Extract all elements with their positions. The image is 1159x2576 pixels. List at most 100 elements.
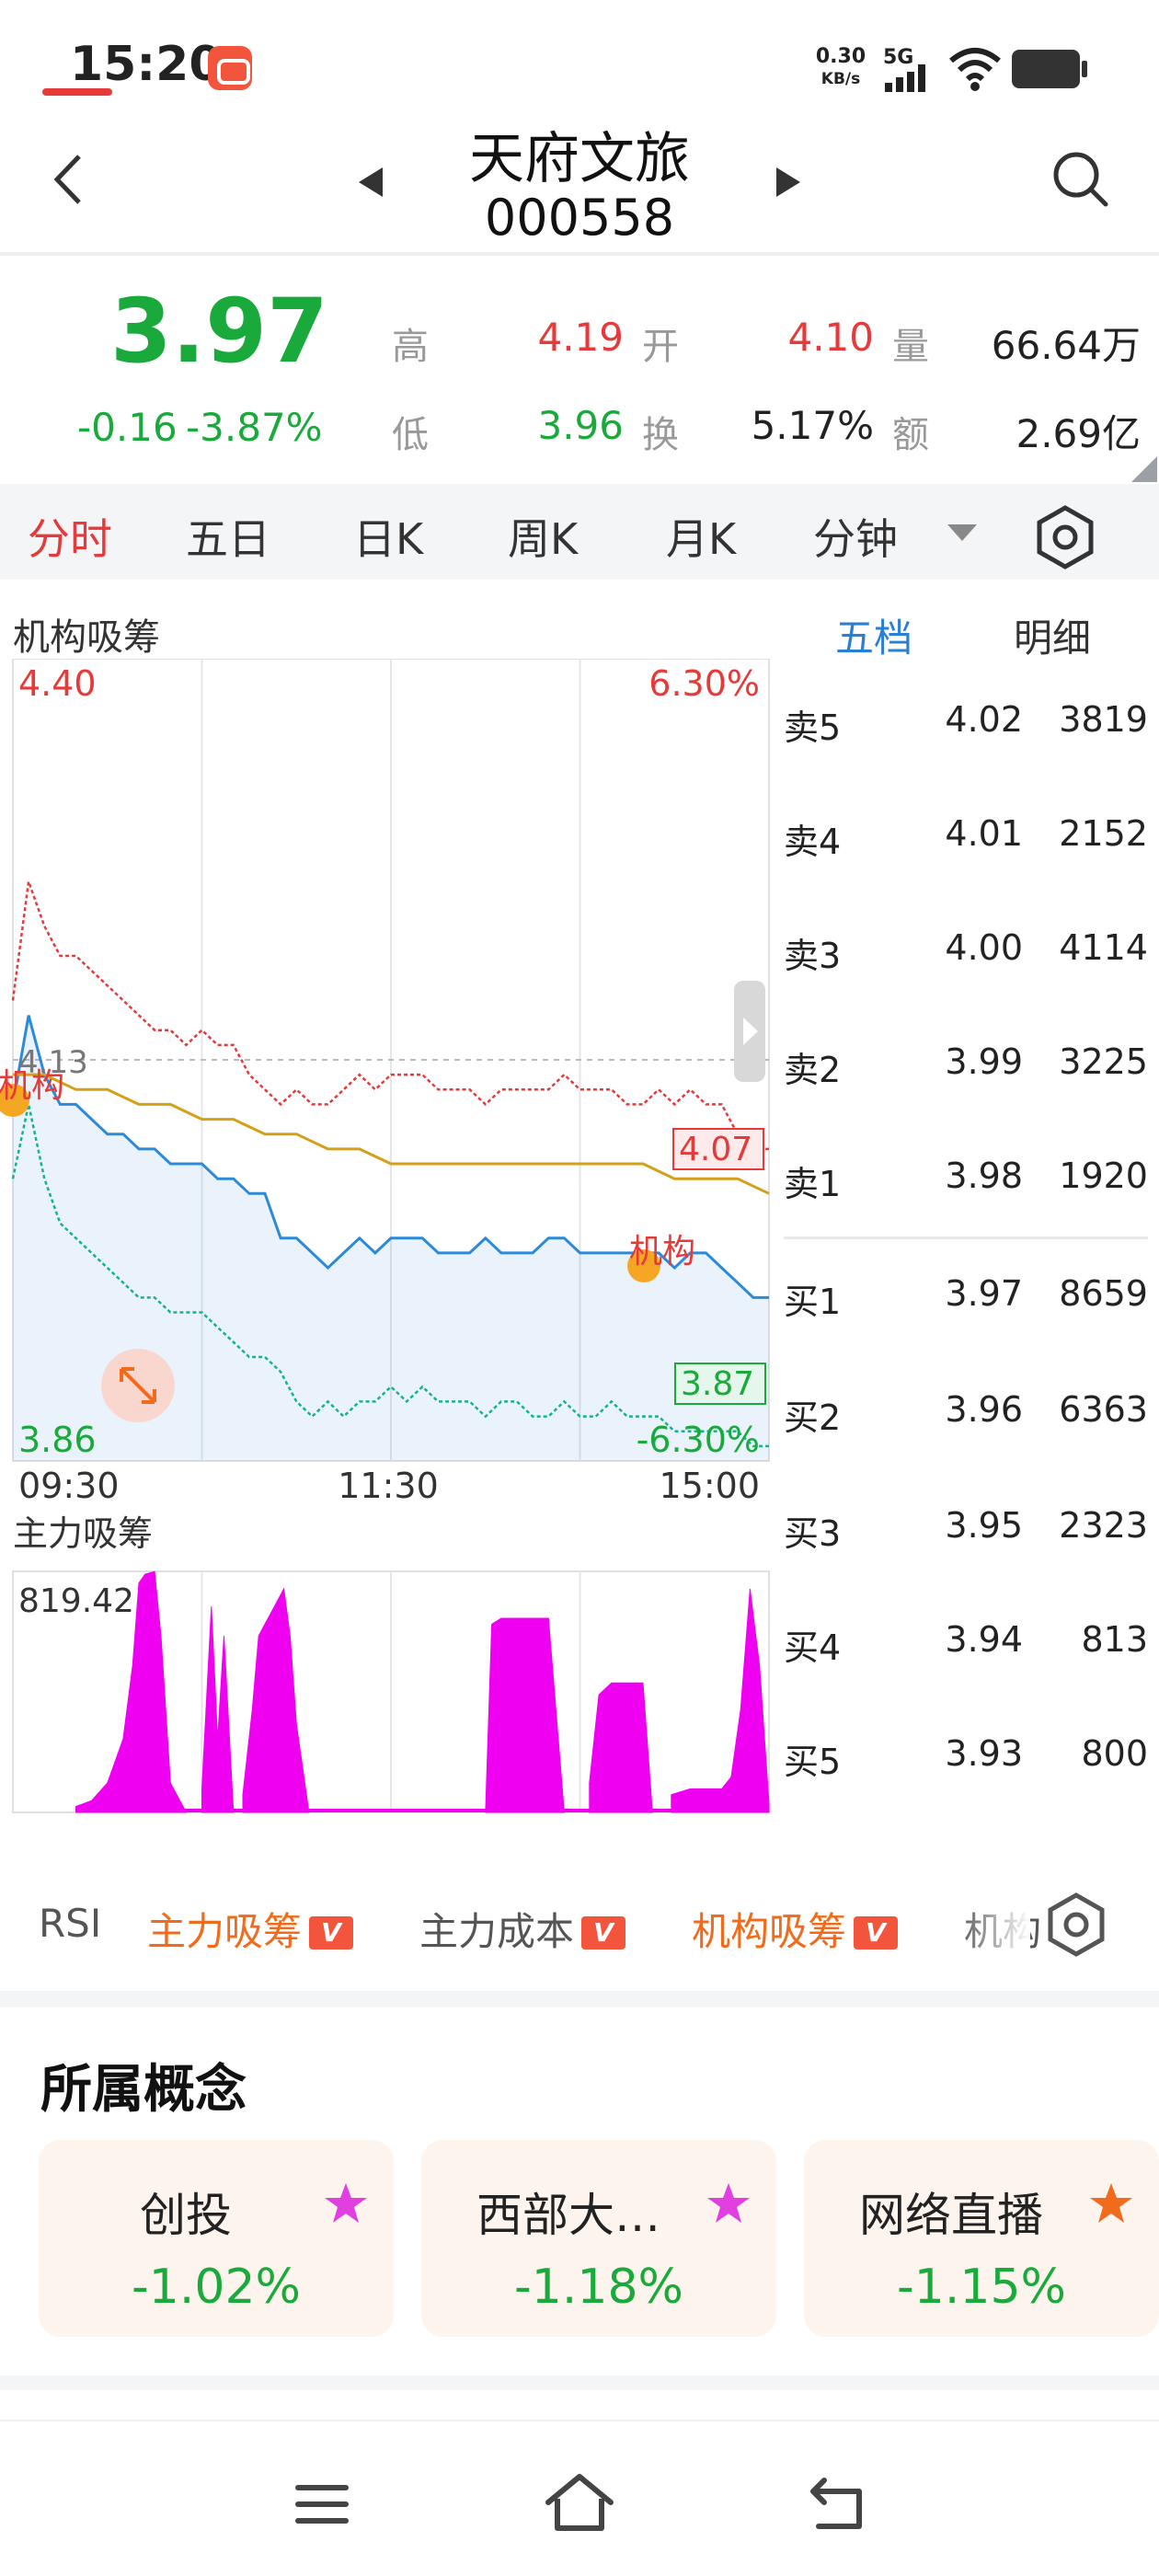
tab-order-book[interactable]: 五档 <box>835 615 913 661</box>
signal-icon <box>885 64 925 92</box>
back-icon[interactable] <box>44 147 99 212</box>
concept-card[interactable]: 创投 -1.02% <box>39 2140 394 2337</box>
bid-volume: 800 <box>1081 1733 1148 1774</box>
star-icon[interactable] <box>1087 2180 1135 2228</box>
concept-card[interactable]: 网络直播 -1.15% <box>804 2140 1159 2337</box>
concept-name: 创投 <box>140 2189 232 2242</box>
ask-price: 3.98 <box>945 1156 1023 1196</box>
tab-trade-detail[interactable]: 明细 <box>1014 615 1092 661</box>
y-tick-label: 4.40 <box>18 663 97 704</box>
indicator-tab-main-accum[interactable]: 主力吸筹 V <box>147 1901 354 1957</box>
tab-daily-k[interactable]: 日K <box>353 514 424 564</box>
star-icon[interactable] <box>705 2180 752 2228</box>
upper-band-value-box <box>672 1128 764 1170</box>
tab-weekly-k[interactable]: 周K <box>508 514 579 564</box>
dropdown-icon[interactable] <box>947 524 977 541</box>
star-icon[interactable] <box>322 2180 370 2228</box>
indicator-tab-inst-accum[interactable]: 机构吸筹 V <box>692 1901 899 1957</box>
bid-label: 买3 <box>784 1513 842 1554</box>
indicator-tab-label: RSI <box>39 1901 102 1946</box>
x-tick-label: 15:00 <box>659 1466 760 1506</box>
high-value: 4.19 <box>537 315 624 360</box>
stock-name: 天府文旅 <box>469 127 690 191</box>
average-price-line <box>13 1073 770 1195</box>
system-nav-bar <box>0 2420 1159 2576</box>
menu-icon[interactable] <box>293 2475 351 2534</box>
ask-price: 3.99 <box>945 1041 1023 1082</box>
home-icon[interactable] <box>543 2471 616 2536</box>
concept-change: -1.02% <box>132 2260 301 2315</box>
search-icon[interactable] <box>1049 147 1113 212</box>
upper-band-line <box>11 880 769 1151</box>
indicator-settings-icon[interactable] <box>1043 1892 1109 1958</box>
bid-volume: 2323 <box>1059 1505 1148 1546</box>
ask-row[interactable]: 卖3 4.00 4114 <box>784 927 1152 983</box>
ask-volume: 4114 <box>1059 927 1148 968</box>
ask-row[interactable]: 卖2 3.99 3225 <box>784 1041 1152 1097</box>
bid-row[interactable]: 买5 3.93 800 <box>784 1733 1152 1788</box>
ask-volume: 2152 <box>1059 813 1148 854</box>
indicator-tab-main-cost[interactable]: 主力成本 V <box>419 1901 626 1957</box>
x-tick-label: 11:30 <box>338 1466 439 1506</box>
indicator-tab-label: 主力成本 <box>419 1909 575 1954</box>
ask-price: 4.01 <box>945 813 1023 854</box>
y-tick-label: 6.30% <box>648 663 760 704</box>
tab-monthly-k[interactable]: 月K <box>666 514 737 564</box>
app-notification-icon <box>208 46 252 90</box>
bid-volume: 6363 <box>1059 1389 1148 1430</box>
y-tick-label: -6.30% <box>637 1420 760 1460</box>
indicator-tab-rsi[interactable]: RSI <box>39 1901 101 1946</box>
ask-row[interactable]: 卖5 4.02 3819 <box>784 699 1152 754</box>
open-value: 4.10 <box>787 315 874 360</box>
network-speed: 0.30 KB/s <box>813 46 868 90</box>
section-divider <box>0 2375 1159 2390</box>
status-time: 15:20 <box>70 37 223 92</box>
ask-volume: 3225 <box>1059 1041 1148 1082</box>
stock-code: 000558 <box>484 189 675 247</box>
concept-card[interactable]: 西部大… -1.18% <box>421 2140 776 2337</box>
y-tick-label: 4.13 <box>18 1044 88 1081</box>
expand-corner-icon[interactable] <box>1131 456 1157 482</box>
bid-row[interactable]: 买4 3.94 813 <box>784 1619 1152 1674</box>
ask-price: 4.00 <box>945 927 1023 968</box>
bid-row[interactable]: 买3 3.95 2323 <box>784 1505 1152 1560</box>
concept-name: 西部大… <box>476 2189 660 2242</box>
price-change-percent: -3.87% <box>186 405 323 450</box>
bid-row[interactable]: 买2 3.96 6363 <box>784 1389 1152 1444</box>
upper-band-value: 4.07 <box>679 1131 752 1168</box>
ask-label: 卖1 <box>784 1164 842 1204</box>
tab-intraday[interactable]: 分时 <box>28 514 112 564</box>
concept-change: -1.18% <box>514 2260 683 2315</box>
ask-label: 卖4 <box>784 822 842 862</box>
ask-label: 卖3 <box>784 936 842 976</box>
wifi-icon <box>949 48 1001 91</box>
next-stock-icon[interactable] <box>769 164 806 201</box>
institution-marker: 机构 <box>0 1067 64 1105</box>
tab-minute[interactable]: 分钟 <box>813 514 898 564</box>
network-type: 5G <box>883 46 914 69</box>
concepts-title: 所属概念 <box>40 2060 247 2120</box>
bid-price: 3.97 <box>945 1273 1023 1314</box>
settings-icon[interactable] <box>1032 504 1098 570</box>
status-bar: 15:20 0.30 KB/s 5G <box>0 0 1159 120</box>
volume-chart-title: 主力吸筹 <box>13 1513 154 1554</box>
ask-row[interactable]: 卖1 3.98 1920 <box>784 1156 1152 1211</box>
bid-row[interactable]: 买1 3.97 8659 <box>784 1273 1152 1328</box>
concept-change: -1.15% <box>897 2260 1066 2315</box>
prev-stock-icon[interactable] <box>353 164 390 201</box>
bid-volume: 813 <box>1081 1619 1148 1660</box>
side-panel-arrow-icon[interactable] <box>743 1018 758 1045</box>
ask-row[interactable]: 卖4 4.01 2152 <box>784 813 1152 868</box>
header-divider <box>0 252 1159 256</box>
turnover-label: 换 <box>642 414 679 456</box>
expand-arrows-icon[interactable] <box>120 1367 156 1404</box>
turnover-value: 5.17% <box>751 403 874 448</box>
current-price: 3.97 <box>110 280 328 383</box>
bid-price: 3.94 <box>945 1619 1023 1660</box>
tab-five-day[interactable]: 五日 <box>186 514 270 564</box>
vip-badge-icon: V <box>581 1916 626 1949</box>
intraday-chart[interactable]: 4.40 6.30% 4.13 3.86 -6.30% 09:30 11:30 15:00 81… <box>0 659 773 1827</box>
back-nav-icon[interactable] <box>806 2475 870 2534</box>
chart-grid <box>12 659 770 1813</box>
bid-label: 买4 <box>784 1627 842 1668</box>
